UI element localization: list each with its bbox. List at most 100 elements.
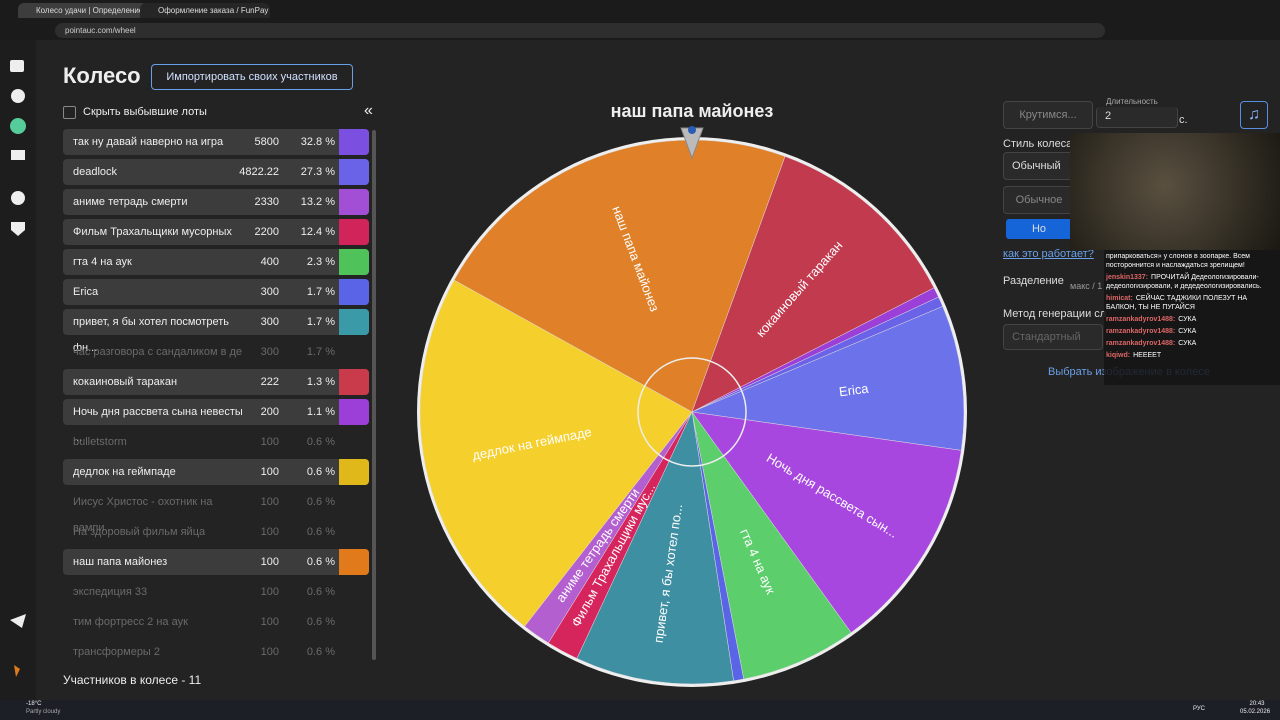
wheel-label: Erica bbox=[838, 381, 870, 400]
lot-name: дедлок на геймпаде bbox=[73, 466, 176, 478]
spin-button[interactable]: Крутимся... bbox=[1003, 101, 1093, 129]
lot-name: кокаиновый таракан bbox=[73, 376, 178, 388]
wheel-title: наш папа майонез bbox=[610, 101, 774, 121]
lot-name: Erica bbox=[73, 286, 99, 298]
lot-row: Ночь дня рассвета сына невесты ... 200 1.1… bbox=[63, 399, 369, 444]
lot-percent: 0.6 % bbox=[306, 586, 335, 598]
lot-button[interactable] bbox=[339, 189, 369, 215]
lot-row: трансформеры 2 100 0.6 % bbox=[63, 639, 369, 665]
help-link[interactable]: как это работает? bbox=[1003, 248, 1094, 260]
chat-message: himicat: СЕЙЧАС ТАДЖИКИ ПОЛЕЗУТ НА БАЛКОН… bbox=[1106, 294, 1274, 312]
wheel-segment bbox=[691, 411, 962, 633]
lot-row: deadlock 4822.22 27.3 % bbox=[63, 159, 369, 185]
tab[interactable]: Оформление заказа / FunPay bbox=[140, 3, 270, 18]
lot-button[interactable] bbox=[339, 369, 369, 395]
lot-button[interactable] bbox=[339, 249, 369, 275]
lot-row: кокаиновый таракан 222 1.3 % bbox=[63, 369, 369, 395]
lot-percent: 0.6 % bbox=[306, 466, 335, 478]
lot-amount: 300 bbox=[260, 286, 279, 298]
lot-amount: 2200 bbox=[254, 226, 279, 238]
lot-percent: 0.6 % bbox=[306, 526, 335, 538]
chat-user: jenskin1337: bbox=[1106, 274, 1149, 281]
lot-amount: 100 bbox=[260, 586, 279, 598]
duration-input[interactable]: 2 bbox=[1096, 107, 1178, 128]
weather: Partly cloudy bbox=[26, 709, 61, 715]
style-select[interactable]: Обычный bbox=[1003, 152, 1083, 180]
webcam bbox=[1070, 133, 1280, 250]
lot-percent: 27.3 % bbox=[300, 166, 335, 178]
checkbox-label: Скрыть выбывшие лоты bbox=[83, 106, 207, 118]
lot-percent: 0.6 % bbox=[306, 646, 335, 658]
lot-amount: 5800 bbox=[254, 136, 279, 148]
lot-amount: 100 bbox=[260, 496, 279, 508]
chat-message: ramzankadyrov1488: СУКА bbox=[1106, 327, 1274, 336]
lot-amount: 4822.22 bbox=[239, 166, 279, 178]
lot-name: трансформеры 2 bbox=[73, 646, 161, 658]
wheel-segment bbox=[691, 306, 965, 451]
lot-row: дедлок на геймпаде 100 0.6 % bbox=[63, 459, 369, 485]
chat-message: ramzankadyrov1488: СУКА bbox=[1106, 339, 1274, 348]
lot-percent: 1.7 % bbox=[306, 346, 335, 358]
lot-name: привет, я бы хотел посмотреть фн... bbox=[73, 316, 229, 354]
lot-name: Ночь дня рассвета сына невесты ... bbox=[73, 406, 243, 444]
lot-button[interactable] bbox=[339, 159, 369, 185]
music-button[interactable]: ♫ bbox=[1240, 101, 1268, 129]
lot-percent: 32.8 % bbox=[300, 136, 335, 148]
chat: припарковаться» у слонов в зоопарке. Все… bbox=[1104, 250, 1280, 385]
method-select[interactable]: Стандартный bbox=[1003, 324, 1103, 350]
lot-button[interactable] bbox=[339, 279, 369, 305]
chat-text: ПРОЧИТАЙ Дедеологизировали-дедеологизиро… bbox=[1106, 274, 1262, 290]
scrollbar bbox=[372, 130, 376, 660]
collapse[interactable]: « bbox=[364, 102, 373, 119]
chat-text: HEEEET bbox=[1133, 352, 1162, 359]
duration-label: Длительность bbox=[1106, 97, 1158, 106]
temp: -18°C bbox=[26, 701, 42, 707]
lot-amount: 300 bbox=[260, 316, 279, 328]
lot-name: аниме тетрадь смерти bbox=[73, 196, 188, 208]
mode-button[interactable]: Обычное bbox=[1003, 186, 1075, 214]
lot-button[interactable] bbox=[339, 399, 369, 425]
lot-button[interactable] bbox=[339, 129, 369, 155]
lang: РУС bbox=[1193, 706, 1206, 712]
chat-user: himicat: bbox=[1106, 295, 1133, 302]
lot-row: тим фортресс 2 на аук 100 0.6 % bbox=[63, 609, 369, 635]
lot-percent: 0.6 % bbox=[306, 556, 335, 568]
lot-amount: 100 bbox=[260, 466, 279, 478]
chat-text: СУКА bbox=[1178, 316, 1197, 323]
lot-button[interactable] bbox=[339, 219, 369, 245]
lot-percent: 1.7 % bbox=[306, 316, 335, 328]
import-button[interactable]: Импортировать своих участников bbox=[151, 64, 353, 90]
lot-row: наш папа майонез 100 0.6 % bbox=[63, 549, 369, 575]
lot-amount: 100 bbox=[260, 616, 279, 628]
lot-row: На здоровый фильм яйца судьбы на...1000.… bbox=[63, 519, 369, 564]
lot-button[interactable] bbox=[339, 309, 369, 335]
chat-user: ramzankadyrov1488: bbox=[1106, 316, 1176, 323]
lot-name: гта 4 на аук bbox=[73, 256, 132, 268]
lot-percent: 1.1 % bbox=[306, 406, 335, 418]
time: 20:43 bbox=[1249, 701, 1265, 707]
mode-button[interactable]: Но bbox=[1006, 219, 1072, 239]
chat-user: ramzankadyrov1488: bbox=[1106, 340, 1176, 347]
seconds: с. bbox=[1179, 114, 1188, 126]
method-label: Метод генерации сл bbox=[1003, 308, 1107, 320]
lot-amount: 2330 bbox=[254, 196, 279, 208]
lot-row: Иисус Христос - охотник на вампи... 100 0.… bbox=[63, 489, 369, 534]
style-label: Стиль колеса bbox=[1003, 138, 1073, 150]
chat-text: припарковаться» у слонов в зоопарке. Все… bbox=[1106, 253, 1250, 269]
lot-percent: 1.7 % bbox=[306, 286, 335, 298]
lot-button[interactable] bbox=[339, 549, 369, 575]
checkbox[interactable] bbox=[63, 106, 76, 119]
max-label: макс / 1 bbox=[1070, 281, 1103, 291]
lot-row: гта 4 на аук 400 2.3 % bbox=[63, 249, 369, 275]
lot-button[interactable] bbox=[339, 459, 369, 485]
lot-row: Erica 300 1.7 % bbox=[63, 279, 369, 305]
url-bar[interactable]: pointauc.com/wheel bbox=[55, 23, 1105, 38]
chat-text: СЕЙЧАС ТАДЖИКИ ПОЛЕЗУТ НА БАЛКОН, ТЫ НЕ … bbox=[1106, 295, 1248, 311]
lot-amount: 100 bbox=[260, 526, 279, 538]
lot-percent: 0.6 % bbox=[306, 436, 335, 448]
tab[interactable]: Колесо удачи | Определение п... bbox=[18, 3, 148, 18]
lot-row: bulletstorm 100 0.6 % bbox=[63, 429, 369, 455]
lot-amount: 300 bbox=[260, 346, 279, 358]
participants: Участников в колесе - 11 bbox=[63, 673, 202, 687]
